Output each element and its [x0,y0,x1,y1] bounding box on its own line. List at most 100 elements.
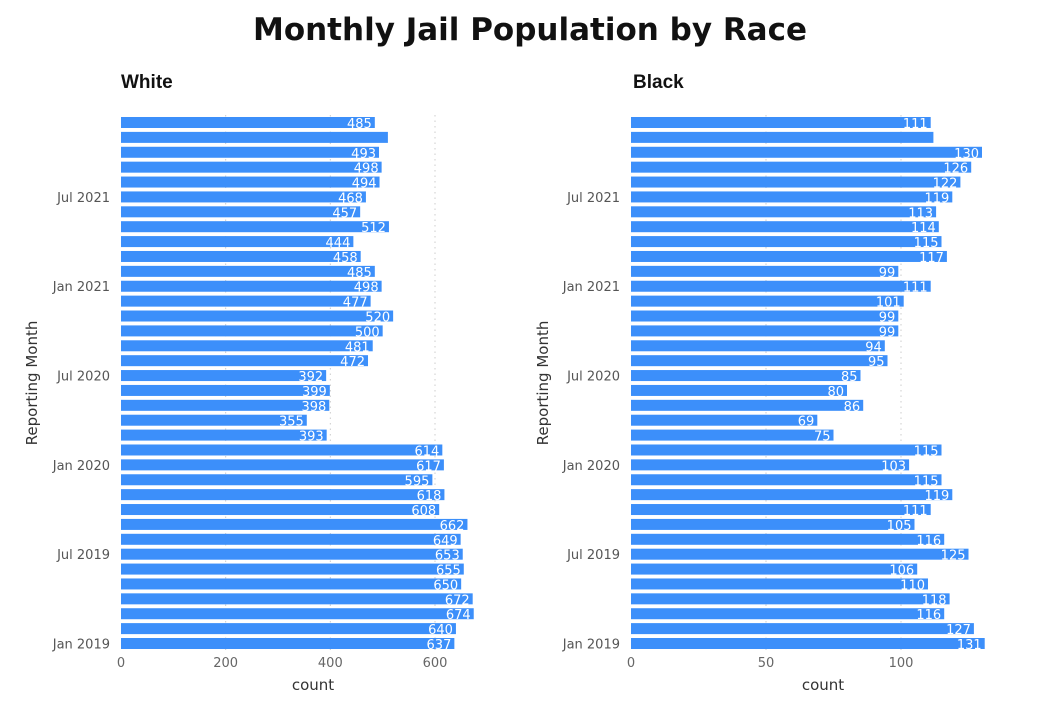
bar-data-label: 494 [352,177,377,192]
bar-data-label: 127 [946,623,971,638]
bar [121,563,464,575]
bar [121,236,354,248]
bar [121,593,473,605]
bar [121,325,383,337]
bar-data-label: 119 [924,489,949,504]
bar-data-label: 117 [919,251,944,266]
bar-data-label: 116 [916,534,941,549]
bar [121,370,327,382]
bar-data-label: 94 [865,340,882,355]
y-axis-label: Reporting Month [534,321,552,446]
bar [121,355,369,367]
bar-data-label: 393 [299,430,324,445]
bar-data-label: 640 [428,623,453,638]
bar [631,131,934,143]
bar [121,414,307,426]
bar [631,221,939,233]
bar-data-label: 99 [879,266,896,281]
y-tick-label: Jan 2021 [52,280,110,295]
bar [121,206,361,218]
x-axis-label: count [292,676,334,694]
x-tick-label: 400 [318,656,343,671]
bar-data-label: 481 [345,340,370,355]
bar [631,399,864,411]
bar [121,489,445,501]
chart-title: Monthly Jail Population by Race [252,12,808,48]
bar [121,280,382,292]
bar [631,295,904,307]
bar-data-label: 114 [911,221,936,236]
y-tick-label: Jan 2020 [562,459,620,474]
bar-data-label: 399 [302,385,327,400]
x-tick-label: 200 [213,656,238,671]
bar [631,117,931,128]
x-axis-label: count [802,676,844,694]
bar [121,504,440,516]
bar [631,146,982,158]
bar [121,146,380,158]
bar [121,191,366,203]
bar [631,236,942,248]
bar-data-label: 85 [841,370,858,385]
bar-data-label: 99 [879,325,896,340]
bar-data-label: 126 [943,162,968,177]
y-tick-label: Jul 2021 [56,191,110,206]
bar [631,474,942,486]
bar-data-label: 80 [827,385,844,400]
bar [631,548,969,560]
bar-data-label: 485 [347,117,372,132]
bar-data-label: 103 [881,459,906,474]
bar-data-label: 468 [338,191,363,206]
y-tick-label: Jan 2019 [52,638,110,653]
bar [631,280,931,292]
y-tick-label: Jul 2019 [56,548,110,563]
bar-data-label: 86 [844,400,861,415]
bar-data-label: 457 [332,206,357,221]
bar-data-label: 122 [933,177,958,192]
bar [631,444,942,456]
bar [631,518,915,530]
bar [631,384,847,396]
x-tick-label: 50 [758,656,775,671]
y-tick-label: Jul 2020 [56,370,110,385]
bar [631,340,885,352]
panel-title-black: Black [633,72,684,93]
x-tick-label: 0 [627,656,635,671]
bar [631,638,985,649]
x-tick-label: 0 [117,656,125,671]
bar [631,265,899,277]
bar-data-label: 111 [903,504,928,519]
bar [631,310,899,322]
bar [121,429,327,441]
x-tick-label: 600 [423,656,448,671]
bar-data-label: 500 [355,325,380,340]
bar-data-label: 115 [914,444,939,459]
bar-data-label: 110 [900,578,925,593]
bar [631,355,888,367]
bar-data-label: 111 [903,281,928,296]
y-tick-label: Jul 2020 [566,370,620,385]
bar [631,414,818,426]
bar-data-label: 95 [868,355,885,370]
y-tick-label: Jan 2019 [562,638,620,653]
bar-data-label: 444 [326,236,351,251]
bar [631,578,928,590]
bar [121,638,455,649]
bar [121,176,380,188]
bar-data-label: 485 [347,266,372,281]
bar [631,176,961,188]
bar [121,161,382,173]
bar-data-label: 101 [876,296,901,311]
bar-data-label: 111 [903,117,928,132]
bar [121,474,433,486]
y-tick-label: Jan 2020 [52,459,110,474]
bar [631,459,910,471]
bar [631,504,931,516]
bar-data-label: 477 [343,296,368,311]
bar [631,489,953,501]
panel-title-white: White [121,72,173,93]
bar [631,250,947,262]
bar-data-label: 392 [298,370,323,385]
bar-data-label: 99 [879,311,896,326]
bar-data-label: 617 [416,459,441,474]
